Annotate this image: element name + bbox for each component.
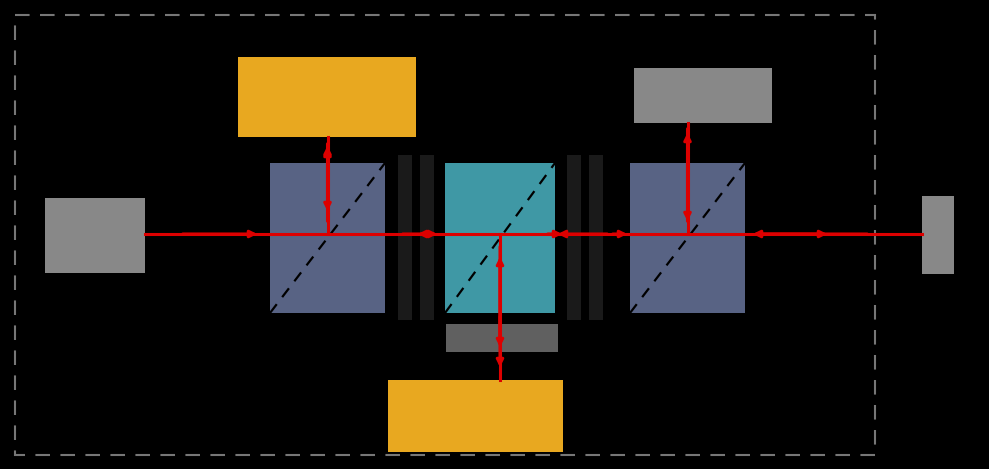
Bar bbox=[630, 163, 745, 313]
Bar bbox=[589, 155, 603, 320]
Bar bbox=[388, 380, 563, 452]
Bar bbox=[634, 68, 772, 123]
Bar bbox=[45, 198, 145, 273]
Bar bbox=[445, 163, 555, 313]
Bar bbox=[446, 324, 558, 352]
Bar bbox=[270, 163, 385, 313]
Bar bbox=[922, 196, 954, 274]
Bar bbox=[567, 155, 581, 320]
Bar bbox=[420, 155, 434, 320]
Bar bbox=[398, 155, 412, 320]
Bar bbox=[238, 57, 416, 137]
Bar bbox=[15, 15, 875, 455]
